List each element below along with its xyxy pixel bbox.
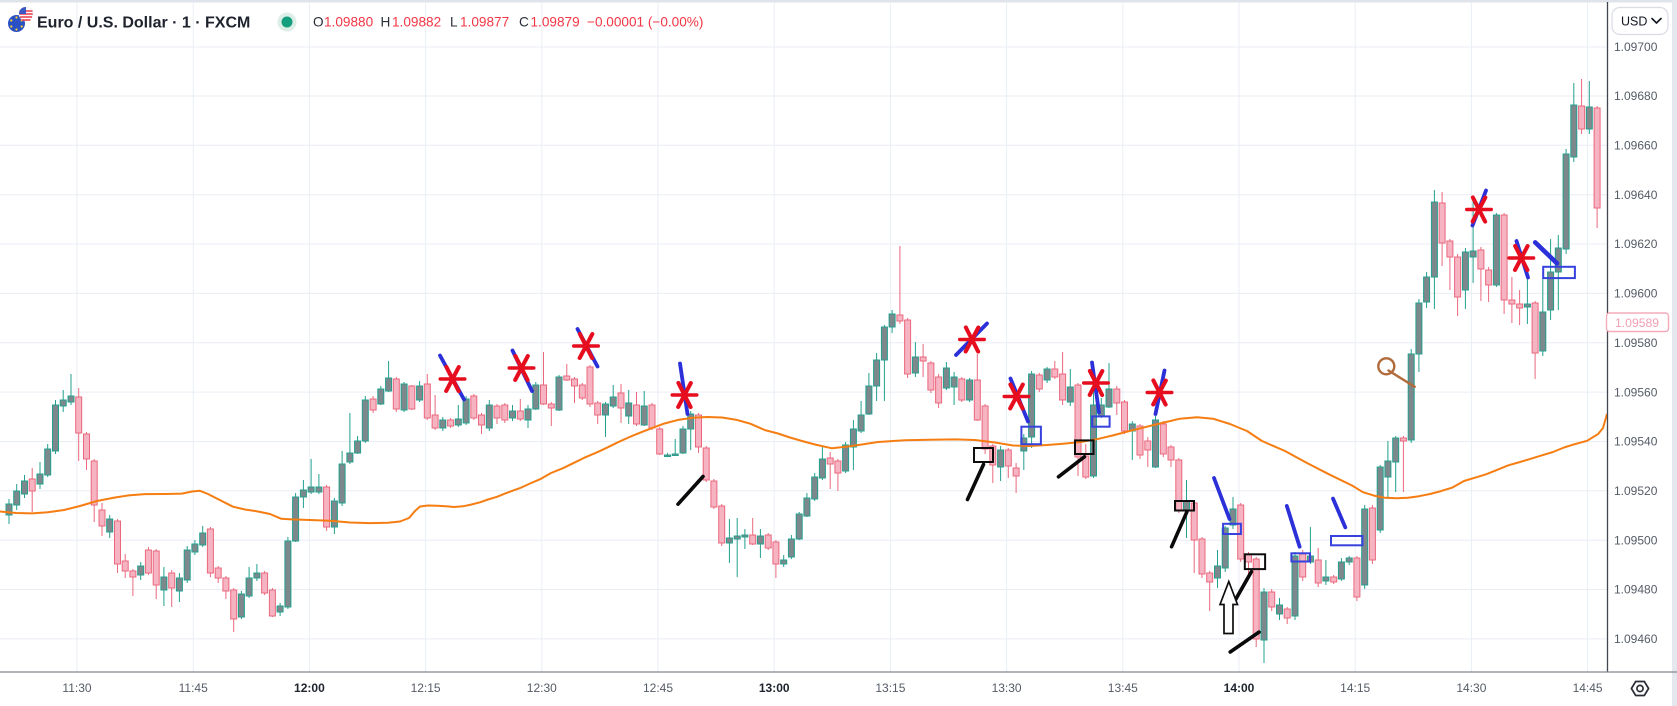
svg-text:1.09600: 1.09600: [1614, 287, 1658, 301]
svg-text:1.09680: 1.09680: [1614, 89, 1658, 103]
svg-text:1.09540: 1.09540: [1614, 435, 1658, 449]
svg-text:11:30: 11:30: [62, 681, 91, 695]
svg-text:O: O: [313, 15, 324, 30]
svg-text:13:45: 13:45: [1108, 681, 1138, 695]
svg-text:14:30: 14:30: [1456, 681, 1486, 695]
svg-text:1.09700: 1.09700: [1614, 40, 1658, 54]
svg-text:L: L: [450, 15, 458, 30]
svg-text:1.09640: 1.09640: [1614, 188, 1658, 202]
svg-text:13:15: 13:15: [875, 681, 905, 695]
svg-text:1.09460: 1.09460: [1614, 632, 1658, 646]
svg-text:1.09880: 1.09880: [324, 15, 374, 30]
svg-text:1.09882: 1.09882: [392, 15, 441, 30]
svg-text:USD: USD: [1621, 15, 1647, 29]
svg-text:1.09580: 1.09580: [1614, 336, 1658, 350]
svg-text:12:30: 12:30: [527, 681, 557, 695]
svg-text:14:45: 14:45: [1573, 681, 1603, 695]
svg-text:13:00: 13:00: [759, 681, 790, 695]
svg-text:1.09560: 1.09560: [1614, 385, 1658, 399]
svg-text:11:45: 11:45: [179, 681, 208, 695]
svg-text:13:30: 13:30: [992, 681, 1022, 695]
svg-text:1.09660: 1.09660: [1614, 139, 1658, 153]
svg-text:14:00: 14:00: [1224, 681, 1255, 695]
svg-text:12:15: 12:15: [411, 681, 441, 695]
svg-text:14:15: 14:15: [1340, 681, 1370, 695]
svg-text:1.09877: 1.09877: [460, 15, 509, 30]
svg-text:12:00: 12:00: [294, 681, 325, 695]
svg-text:1.09620: 1.09620: [1614, 237, 1658, 251]
svg-text:1.09480: 1.09480: [1614, 583, 1658, 597]
svg-text:1.09879: 1.09879: [531, 15, 580, 30]
svg-text:1.09500: 1.09500: [1614, 533, 1658, 547]
svg-text:−0.00001 (−0.00%): −0.00001 (−0.00%): [587, 15, 703, 30]
svg-text:C: C: [519, 15, 529, 30]
svg-text:1.09520: 1.09520: [1614, 484, 1658, 498]
svg-text:12:45: 12:45: [643, 681, 673, 695]
svg-text:Euro / U.S. Dollar · 1 · FXCM: Euro / U.S. Dollar · 1 · FXCM: [37, 15, 250, 32]
svg-text:1.09589: 1.09589: [1615, 316, 1659, 330]
svg-text:H: H: [381, 15, 391, 30]
